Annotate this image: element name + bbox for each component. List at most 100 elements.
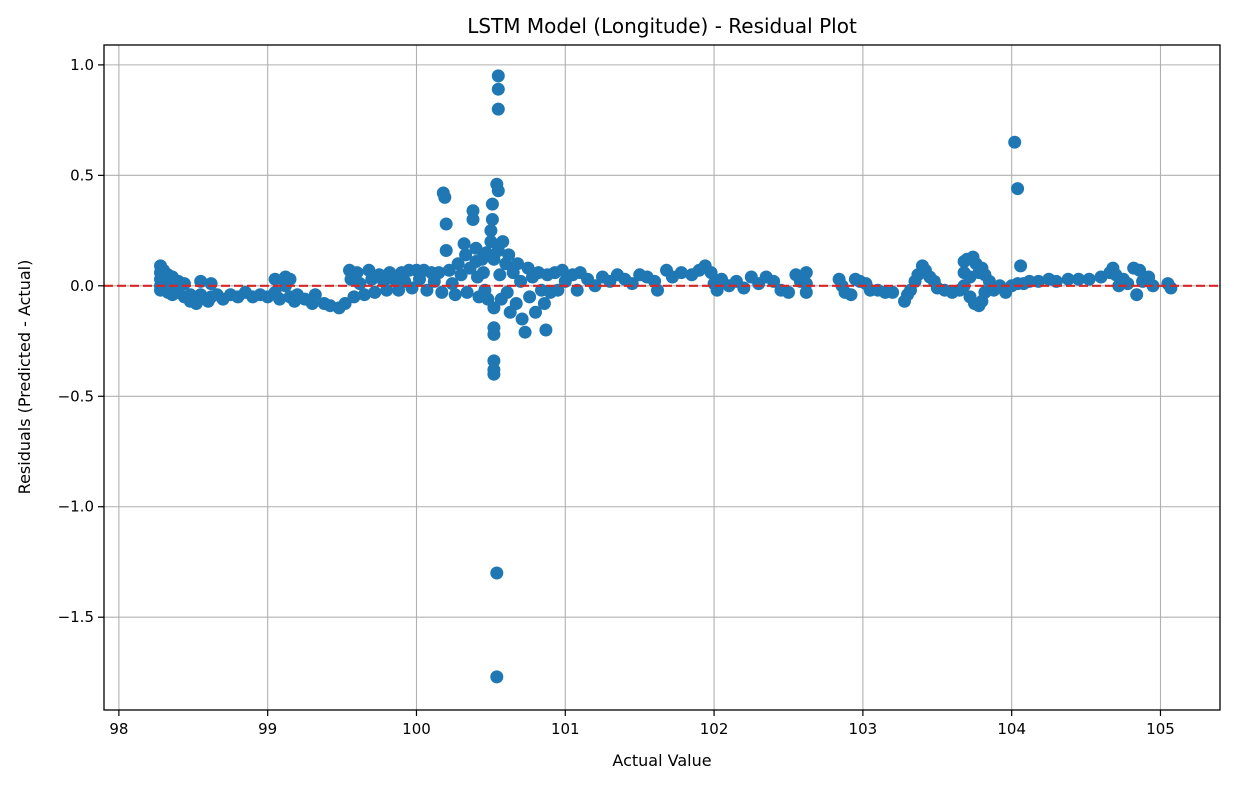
scatter-point [1133,263,1147,277]
scatter-point [539,323,553,337]
x-tick-label: 102 [700,720,729,738]
scatter-point [1032,274,1045,288]
scatter-point [177,277,191,291]
scatter-point [1072,272,1086,286]
plot-frame [103,44,1221,711]
scatter-point [487,327,501,341]
scatter-point [1130,288,1144,302]
scatter-point [347,290,361,304]
scatter-point [1008,135,1022,149]
scatter-point [454,268,468,282]
scatter-point [380,283,394,297]
scatter-point [273,292,287,306]
scatter-point [1061,272,1075,286]
scatter-point [490,670,504,684]
scatter-point [491,102,505,116]
scatter-point [484,235,498,249]
x-axis-ticks: 98 99 100 101 102 103 104 105 [109,710,1175,738]
scatter-point [485,213,499,226]
scatter-point [484,224,498,238]
scatter-point [338,297,352,310]
y-tick-label: −1.0 [58,498,94,516]
scatter-point [439,244,453,257]
y-axis-label: Residuals (Predicted - Actual) [15,260,34,495]
scatter-point [500,285,514,299]
scatter-point [420,283,434,297]
y-tick-label: −0.5 [58,387,94,405]
scatter-point [537,297,551,310]
scatter-point [438,190,452,204]
scatter-point [511,257,525,271]
scatter-point [844,288,858,302]
scatter-point [1164,281,1178,295]
scatter-point [529,305,542,319]
y-axis-ticks: 1.0 0.5 0.0 −0.5 −1.0 −1.5 [58,56,104,626]
scatter-point [466,213,480,226]
scatter-point [459,248,473,262]
scatter-point [514,274,528,288]
scatter-point [782,285,795,299]
scatter-point [570,283,584,297]
scatter-point [442,263,456,277]
y-tick-label: 1.0 [70,56,94,74]
scatter-point [737,281,751,295]
scatter-point [490,566,504,580]
scatter-point [523,290,537,304]
x-tick-label: 104 [997,720,1026,738]
scatter-point [491,69,505,83]
scatter-point [515,312,529,326]
scatter-point [432,266,446,280]
scatter-point [448,288,462,302]
scatter-point [1014,259,1028,273]
x-tick-label: 105 [1146,720,1175,738]
scatter-point [357,288,371,302]
scatter-point [194,274,208,288]
scatter-point [1023,274,1036,288]
scatter-point [451,257,465,271]
scatter-point [204,277,218,291]
scatter-point [476,266,490,280]
scatter-point [799,285,813,299]
scatter-point [651,283,664,297]
y-tick-label: 0.5 [70,166,94,184]
scatter-point [588,279,602,293]
scatter-point [1082,272,1096,286]
scatter-point [502,248,516,262]
scatter-point [491,184,505,198]
x-tick-label: 103 [849,720,878,738]
scatter-point [350,266,364,280]
scatter-point [460,285,474,299]
scatter-point [353,277,367,291]
scatter-point [457,237,471,251]
scatter-point [491,82,505,96]
scatter-point [886,285,900,299]
scatter-point [469,241,483,255]
scatter-point [1121,277,1135,291]
scatter-point [509,297,523,310]
scatter-point [674,266,688,280]
scatter-point [283,272,297,286]
scatter-point [710,283,724,297]
scatter-point [767,274,781,288]
scatter-point [439,217,453,231]
x-axis-label: Actual Value [612,751,711,770]
scatter-point [518,325,532,339]
scatter-point [487,301,501,315]
scatter-point [268,272,282,286]
scatter-point [551,283,565,297]
scatter-point [435,285,449,299]
scatter-point [1011,182,1025,196]
scatter-point [485,197,499,211]
x-tick-label: 100 [402,720,431,738]
scatter-points [154,69,1178,684]
scatter-point [555,263,569,277]
chart-title: LSTM Model (Longitude) - Residual Plot [467,14,857,38]
scatter-point [1049,274,1063,288]
scatter-point [704,266,718,280]
scatter-point [308,288,322,302]
scatter-point [493,268,507,282]
x-tick-label: 101 [551,720,580,738]
scatter-point [496,235,510,249]
